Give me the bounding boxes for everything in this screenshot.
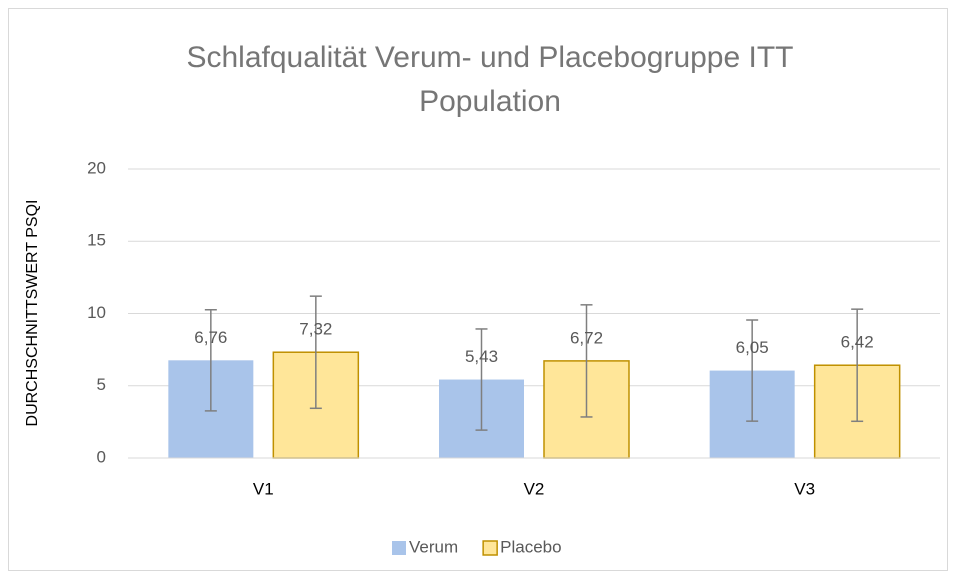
legend-swatch	[392, 541, 406, 555]
data-label: 6,76	[194, 328, 227, 347]
y-tick-label: 0	[97, 447, 106, 466]
legend-swatch	[482, 540, 498, 556]
data-label: 6,05	[736, 338, 769, 357]
data-label: 7,32	[299, 320, 332, 339]
x-tick-label: V3	[794, 479, 815, 498]
data-label: 6,72	[570, 328, 603, 347]
chart-border	[8, 8, 948, 571]
chart-title: Schlafqualität Verum- und Placebogruppe …	[186, 41, 794, 118]
y-axis-label: DURCHSCHNITTSWERT PSQI	[24, 200, 41, 427]
y-tick-label: 10	[87, 303, 106, 322]
y-tick-label: 15	[87, 231, 106, 250]
y-tick-label: 20	[87, 158, 106, 177]
x-tick-label: V2	[524, 479, 545, 498]
legend-label: Verum	[409, 537, 458, 556]
data-label: 6,42	[841, 333, 874, 352]
y-tick-label: 5	[97, 375, 106, 394]
x-tick-label: V1	[253, 479, 274, 498]
legend-label: Placebo	[500, 537, 561, 556]
data-label: 5,43	[465, 347, 498, 366]
